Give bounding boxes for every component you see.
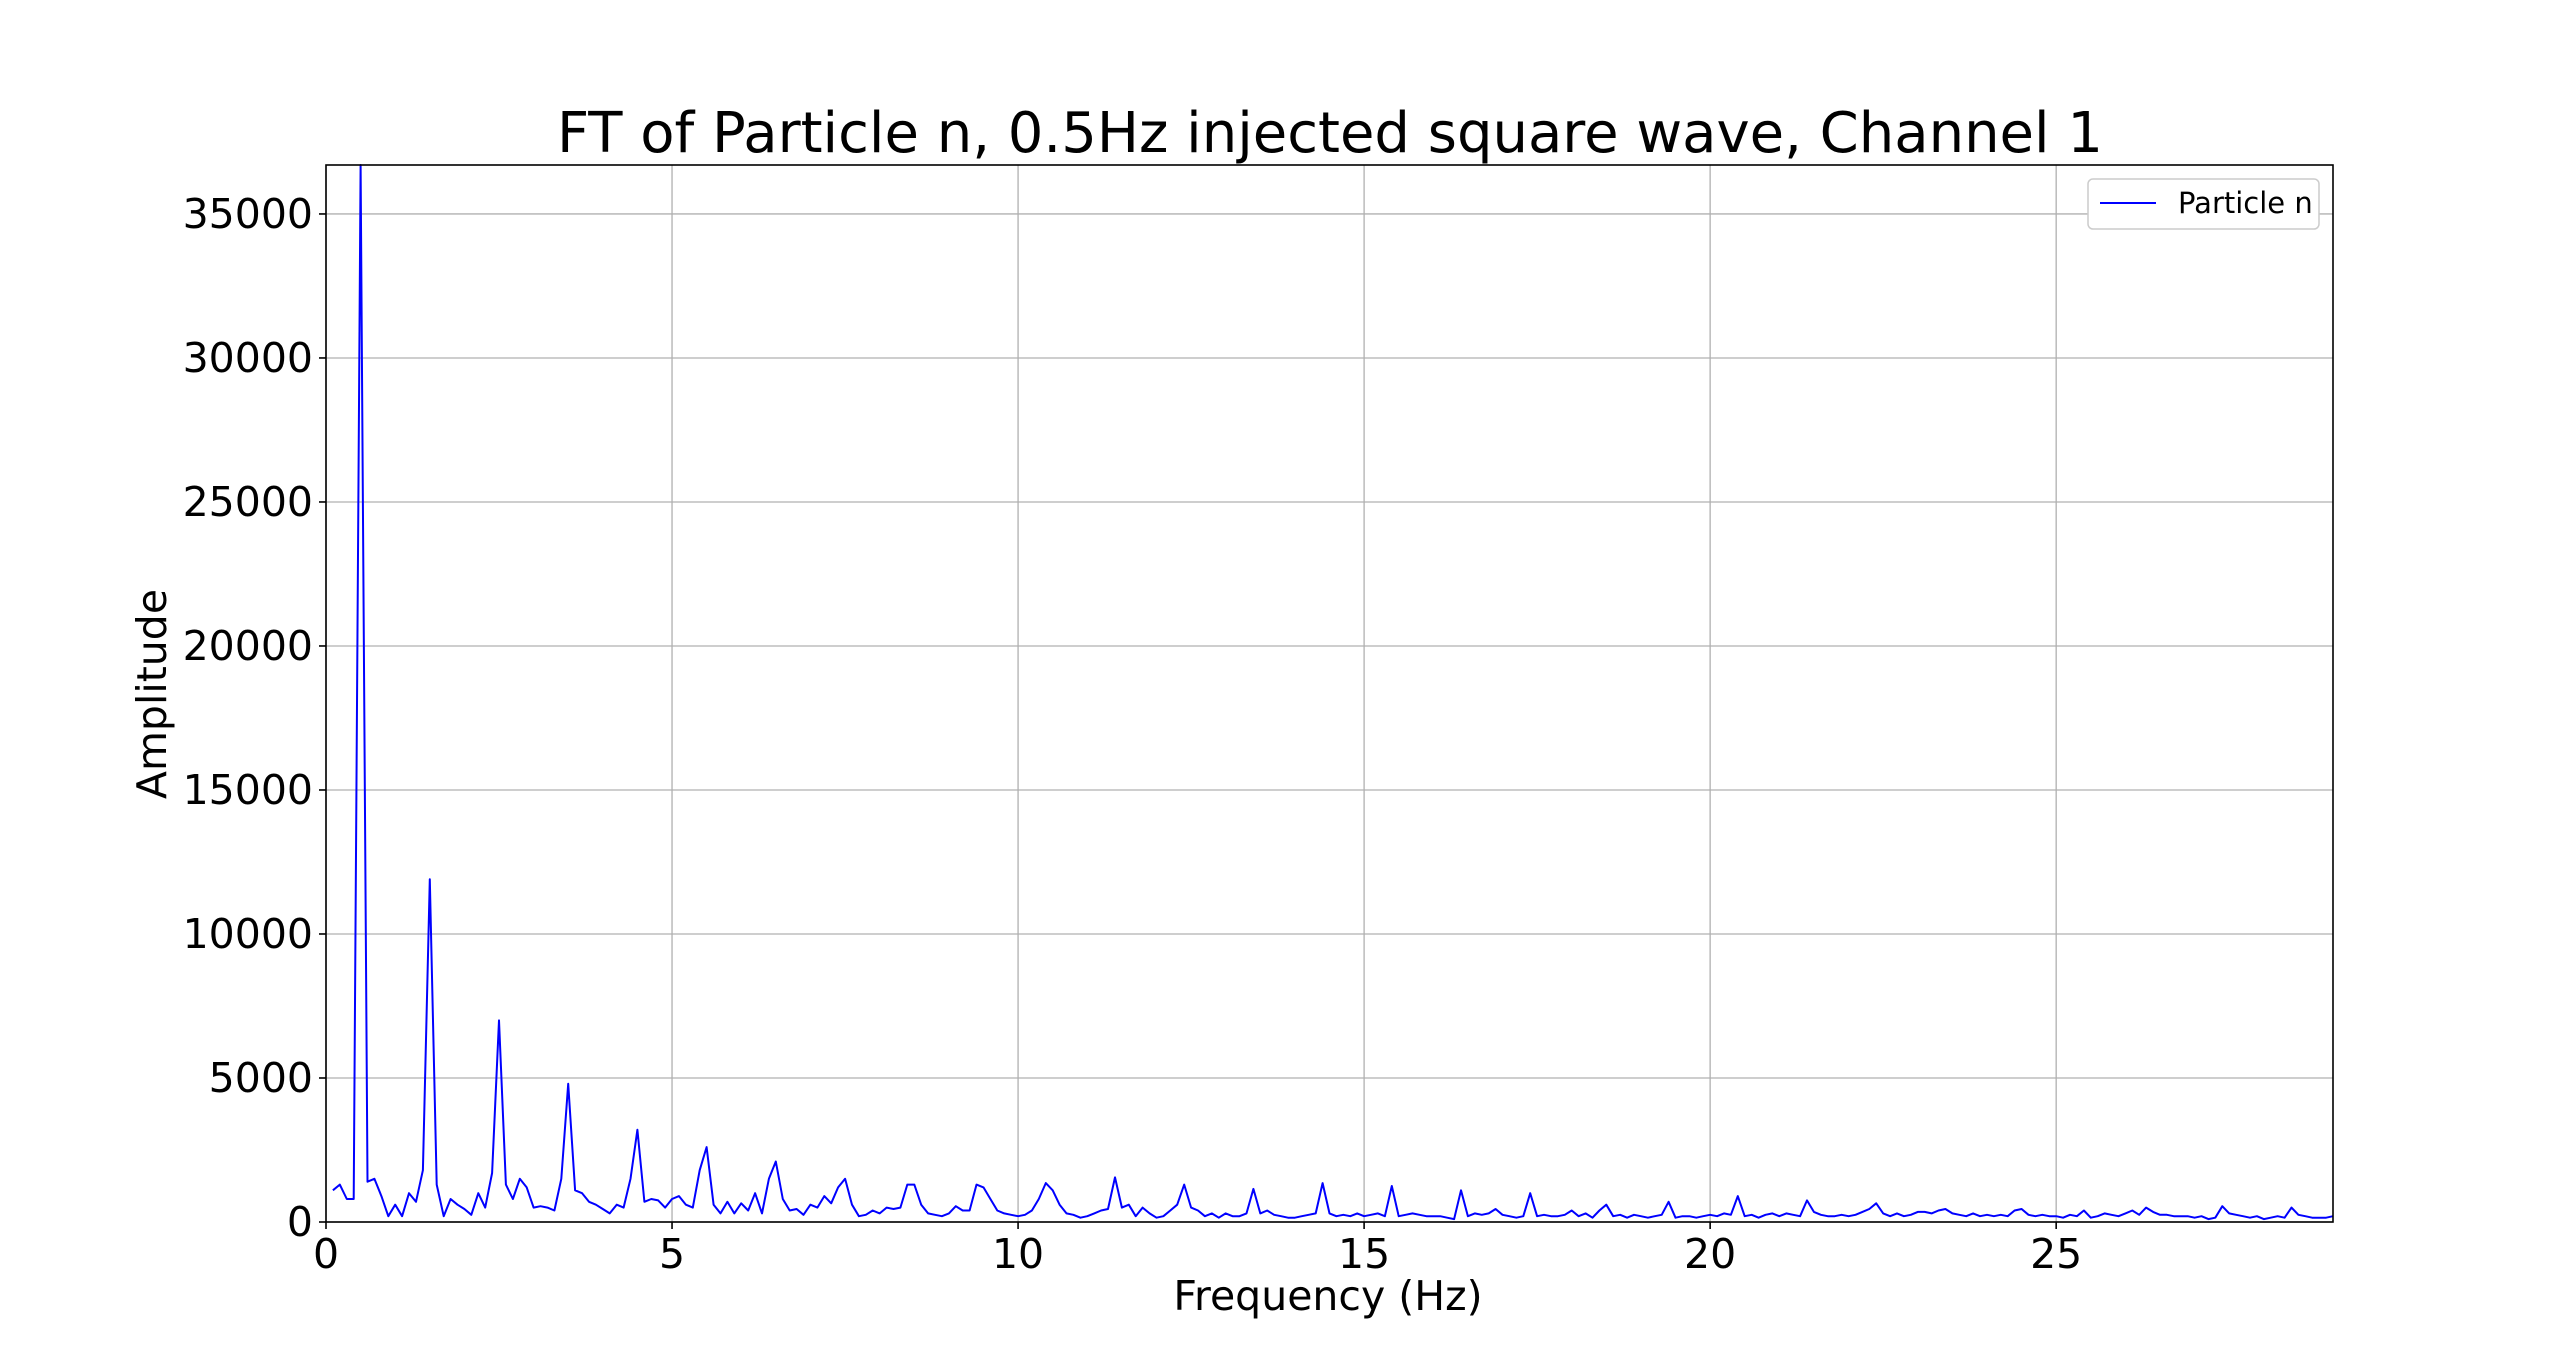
y-axis-ticks: 0 5000 10000 15000 20000 25000 30000 35000	[183, 190, 326, 1246]
legend-label: Particle n	[2178, 186, 2313, 220]
legend-frame	[2087, 178, 2320, 230]
y-tick-label: 35000	[183, 190, 313, 238]
legend: Particle n	[2087, 178, 2320, 230]
series-line-particle-n	[332, 164, 2334, 1221]
x-tick-label: 10	[992, 1230, 1044, 1278]
y-tick-label: 25000	[183, 478, 313, 526]
x-tick-label: 20	[1684, 1230, 1736, 1278]
y-tick-label: 30000	[183, 334, 313, 382]
series-layer	[332, 164, 2334, 1221]
plot-frame	[325, 164, 2334, 1223]
x-tick-label: 5	[659, 1230, 685, 1278]
y-tick-label: 20000	[183, 622, 313, 670]
y-axis-label: Amplitude	[128, 589, 176, 799]
plot-background	[326, 165, 2333, 1222]
x-axis-label: Frequency (Hz)	[1173, 1272, 1482, 1320]
x-tick-label: 25	[2030, 1230, 2082, 1278]
x-tick-label: 15	[1338, 1230, 1390, 1278]
grid	[325, 165, 2333, 1223]
plot-area: 0 5 10 15 20 25 0 5000 10000 15000 20000 25000 3000…	[183, 164, 2334, 1278]
y-tick-label: 5000	[209, 1054, 313, 1102]
x-tick-label: 0	[313, 1230, 339, 1278]
x-axis-ticks: 0 5 10 15 20 25	[313, 1222, 2082, 1278]
y-tick-label: 15000	[183, 766, 313, 814]
y-tick-label: 0	[287, 1198, 313, 1246]
y-tick-label: 10000	[183, 910, 313, 958]
chart-title: FT of Particle n, 0.5Hz injected square …	[557, 101, 2103, 166]
